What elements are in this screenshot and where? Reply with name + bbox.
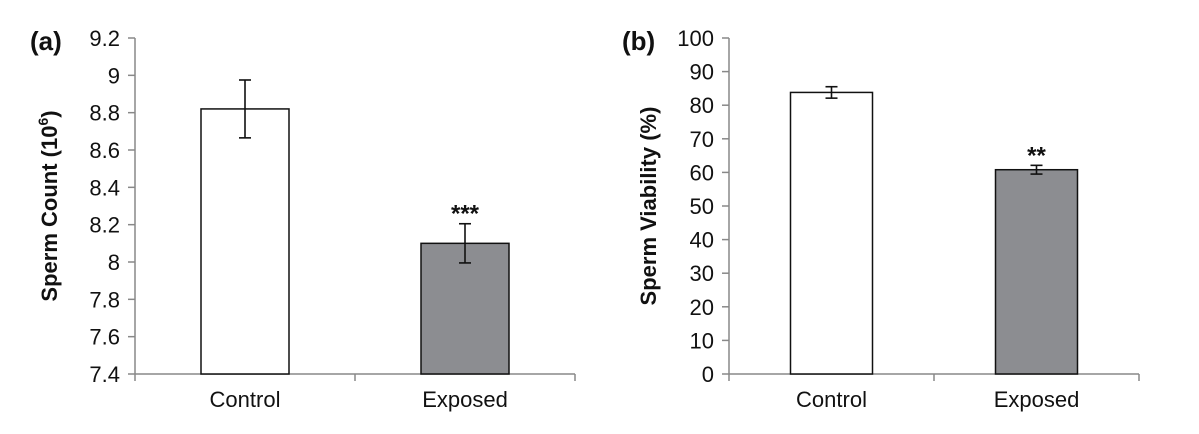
y-tick-label: 8 [108,250,120,275]
y-tick-label: 100 [677,26,714,51]
y-axis-title: Sperm Viability (%) [636,107,661,306]
significance-label: *** [451,201,480,228]
bar-control [789,91,874,375]
panel-a: (a) Sperm Count (106) 7.4 7.6 7.8 8 8.2 8.4 8.6 8… [30,26,576,412]
y-axis-title: Sperm Count (106) [35,110,62,301]
y-tick-label: 8.8 [89,101,120,126]
y-tick-label: 8.4 [89,175,120,200]
y-tick-label: 7.4 [89,362,120,387]
y-axis-title-text: Sperm Viability (%) [636,107,661,306]
y-tick-label: 20 [690,295,714,320]
y-tick-label: 90 [690,60,714,85]
y-axis-title-exponent: 6 [35,118,51,126]
y-tick-label: 0 [702,362,714,387]
bar-exposed [994,168,1079,375]
y-tick-label: 80 [690,93,714,118]
panel-label: (b) [622,26,655,56]
y-tick-label: 9 [108,63,120,88]
y-tick-label: 70 [690,127,714,152]
y-tick-label: 8.6 [89,138,120,163]
x-category-label: Exposed [422,387,508,412]
significance-label: ** [1027,142,1046,169]
y-axis-title-suffix: ) [37,110,62,117]
y-tick-label: 50 [690,194,714,219]
error-bar-exposed [459,222,471,264]
y-tick-label: 60 [690,160,714,185]
error-bar-control [239,79,251,139]
y-tick-label: 7.8 [89,287,120,312]
y-tick-label: 9.2 [89,26,120,51]
bar-control [200,108,290,375]
y-tick-label: 30 [690,261,714,286]
x-category-label: Control [796,387,867,412]
error-bar-exposed [1030,164,1043,175]
y-tick-label: 7.6 [89,325,120,350]
panel-label: (a) [30,26,62,56]
error-bar-control [825,85,838,99]
y-tick-label: 8.2 [89,213,120,238]
x-category-label: Exposed [994,387,1080,412]
y-axis-title-text: Sperm Count (10 [37,126,62,302]
y-tick-label: 40 [690,228,714,253]
y-tick-label: 10 [690,328,714,353]
x-category-label: Control [210,387,281,412]
panel-b: (b) Sperm Viability (%) 0 10 20 30 40 50 60 70 80 9… [622,26,1140,412]
